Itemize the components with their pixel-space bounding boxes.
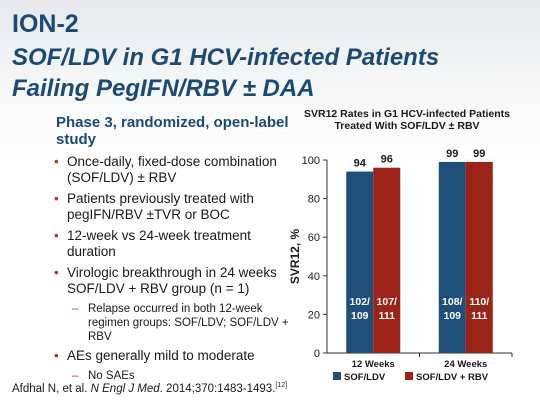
bullet-item: AEs generally mild to moderate bbox=[54, 348, 296, 364]
reference-journal: N Engl J Med bbox=[90, 382, 160, 395]
y-axis-label: SVR12, % bbox=[288, 228, 302, 284]
reference-citation: Afdhal N, et al. N Engl J Med. 2014;370:… bbox=[12, 382, 287, 395]
x-tick-label: 12 Weeks bbox=[352, 359, 395, 370]
sub-bullet-item: Relapse occurred in both 12-week regimen… bbox=[72, 302, 296, 344]
reference-authors: Afdhal N, et al. bbox=[12, 382, 91, 395]
chart-title: SVR12 Rates in G1 HCV-infected Patients … bbox=[304, 108, 510, 132]
legend-swatch bbox=[405, 372, 413, 380]
bar bbox=[373, 167, 401, 353]
bar-fraction-denominator: 111 bbox=[471, 310, 488, 322]
bar-fraction-denominator: 109 bbox=[443, 310, 461, 322]
y-tick-label: 20 bbox=[308, 309, 320, 321]
x-tick-label: 24 Weeks bbox=[444, 359, 487, 370]
bar bbox=[465, 161, 493, 353]
y-tick-label: 80 bbox=[308, 194, 320, 206]
legend-label: SOF/LDV bbox=[344, 372, 386, 383]
bar-value-label: 99 bbox=[446, 148, 458, 160]
reference-details: . 2014;370:1483-1493. bbox=[159, 382, 276, 395]
bullet-list: Phase 3, randomized, open-label study On… bbox=[54, 114, 296, 387]
legend-label: SOF/LDV + RBV bbox=[416, 372, 489, 383]
bar-value-label: 96 bbox=[381, 154, 393, 166]
bar-fraction-denominator: 111 bbox=[379, 310, 396, 322]
sub-bullet-item: No SAEs bbox=[72, 369, 296, 383]
y-tick-label: 100 bbox=[302, 155, 320, 167]
reference-number: [12] bbox=[275, 382, 288, 389]
bullet-item: Patients previously treated with pegIFN/… bbox=[54, 191, 296, 223]
study-design-heading: Phase 3, randomized, open-label study bbox=[56, 114, 289, 148]
y-tick-label: 40 bbox=[308, 271, 320, 283]
slide-subtitle-line1: SOF/LDV in G1 HCV-infected Patients bbox=[12, 44, 440, 71]
slide-subtitle-line2: Failing PegIFN/RBV ± DAA bbox=[12, 75, 315, 102]
bar-fraction-numerator: 102/ bbox=[350, 296, 371, 308]
bar bbox=[346, 171, 374, 353]
slide-title: ION-2 bbox=[12, 10, 79, 38]
bullet-item: Once-daily, fixed-dose combination (SOF/… bbox=[54, 154, 296, 186]
y-tick-label: 60 bbox=[308, 232, 320, 244]
bar-value-label: 94 bbox=[354, 158, 367, 170]
bullet-item: 12-week vs 24-week treatment duration bbox=[54, 228, 296, 260]
bar bbox=[438, 161, 466, 353]
bar-fraction-numerator: 108/ bbox=[442, 296, 463, 308]
bullet-item: Virologic breakthrough in 24 weeks SOF/L… bbox=[54, 265, 296, 297]
legend-swatch bbox=[333, 372, 341, 380]
y-tick-label: 0 bbox=[314, 348, 320, 360]
bar-fraction-denominator: 109 bbox=[351, 310, 369, 322]
bar-fraction-numerator: 110/ bbox=[469, 296, 489, 308]
bar-fraction-numerator: 107/ bbox=[377, 296, 398, 308]
bar-value-label: 99 bbox=[473, 148, 485, 160]
